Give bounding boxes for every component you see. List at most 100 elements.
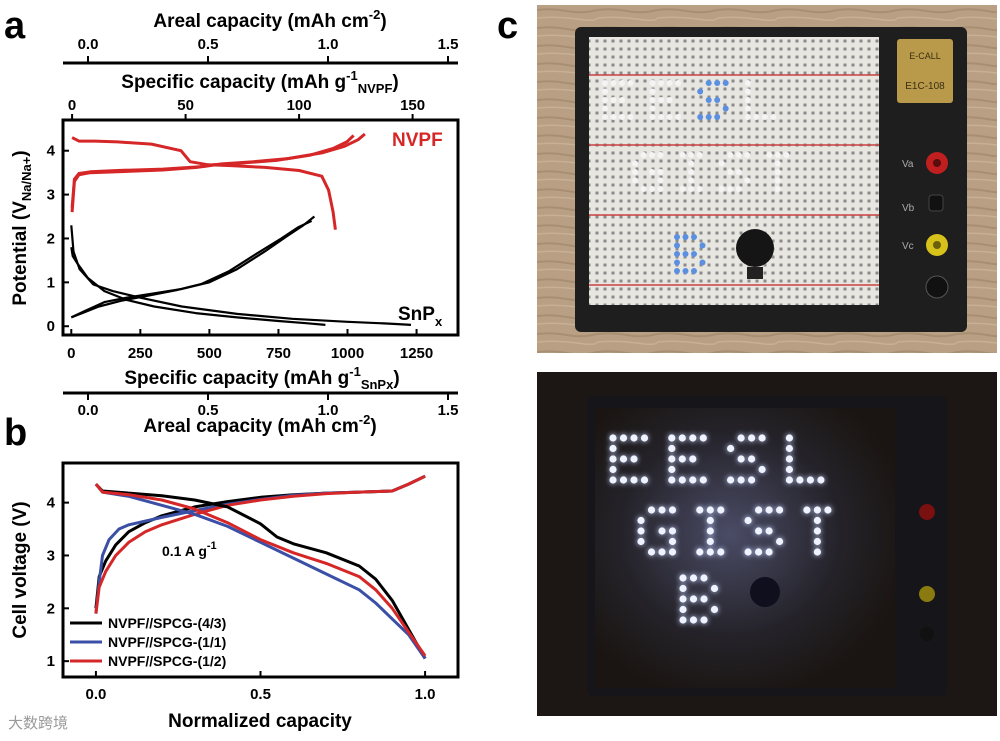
led [649, 169, 655, 175]
led [679, 574, 687, 582]
led-letters-lit [609, 434, 832, 624]
led [748, 434, 756, 442]
led [696, 548, 704, 556]
y-tick-label: 3 [47, 187, 55, 204]
led [609, 476, 617, 484]
led [679, 152, 686, 158]
led [689, 574, 698, 582]
led [630, 476, 638, 484]
panel-a-top-areal-ticks: 0.0 0.5 1.0 1.5 [78, 36, 458, 63]
top-specific-tick-label: 0 [68, 97, 76, 114]
panel-a-ylabel: Potential (VNa/Na+) [10, 150, 34, 305]
led [657, 169, 664, 175]
series-line [94, 483, 427, 657]
led [689, 455, 697, 463]
led [637, 516, 645, 525]
top-specific-tick-label: 150 [400, 97, 425, 114]
led [765, 506, 773, 514]
led [717, 548, 725, 556]
rate-annotation: 0.1 A g-1 [162, 540, 217, 559]
led [813, 537, 821, 546]
led [735, 152, 742, 158]
legend-label: NVPF//SPCG-(4/3) [108, 615, 226, 631]
led [674, 242, 680, 249]
led [688, 160, 695, 167]
panel-b-legend: NVPF//SPCG-(4/3) NVPF//SPCG-(1/1) NVPF//SP… [70, 615, 226, 669]
led [679, 186, 686, 192]
led [785, 455, 793, 463]
led [668, 527, 677, 535]
led [668, 444, 676, 453]
led [785, 444, 793, 453]
led [658, 97, 665, 103]
led [785, 434, 793, 442]
led [668, 548, 677, 556]
led [637, 527, 645, 535]
led [649, 152, 655, 158]
led [619, 476, 628, 484]
led [774, 177, 781, 184]
x-tick-label: 0.5 [250, 686, 271, 703]
led [649, 105, 656, 112]
led [688, 152, 695, 158]
led [774, 169, 781, 175]
led [689, 476, 697, 484]
led [700, 595, 708, 603]
series-line [70, 219, 313, 319]
breadboard-photo-daylight: E-CALL E1C-108 Va Vb Vc [537, 5, 997, 353]
panel-a-plot-frame [61, 118, 460, 337]
nvpf-annotation: NVPF [392, 130, 443, 151]
top-areal-tick-label: 0.0 [78, 36, 99, 53]
led [678, 476, 686, 484]
led [696, 152, 703, 158]
led [696, 186, 703, 192]
terminal-label-vc: Vc [902, 241, 914, 252]
led [699, 242, 706, 249]
led [758, 434, 766, 442]
panel-b-xlabel: Normalized capacity [168, 711, 352, 732]
led [705, 114, 712, 120]
led [658, 527, 666, 535]
led [766, 152, 773, 158]
led [817, 476, 825, 484]
led [744, 548, 752, 556]
led [774, 152, 781, 158]
led [796, 476, 804, 484]
led [714, 80, 721, 86]
bottom-specific-tick-label: 0 [67, 345, 75, 362]
panel-b-y-ticks: 1 2 3 4 [47, 495, 69, 670]
brand-plate [897, 39, 953, 103]
series-line [70, 225, 412, 326]
panel-b-ylabel: Cell voltage (V) [10, 501, 31, 638]
led [776, 506, 784, 514]
series-line [71, 136, 337, 230]
series-line [94, 483, 427, 660]
led [630, 434, 638, 442]
led [737, 434, 745, 442]
led [758, 465, 766, 474]
led [602, 97, 608, 103]
legend-label: NVPF//SPCG-(1/1) [108, 634, 226, 650]
brand-label: E-CALL [909, 51, 941, 61]
led [785, 476, 793, 484]
panel-a-letter: a [4, 5, 26, 47]
led [610, 97, 617, 103]
led [744, 97, 751, 103]
led [706, 548, 714, 556]
led [657, 177, 664, 184]
breadboard-photo-lit [537, 372, 997, 716]
led [813, 548, 821, 556]
led [706, 537, 714, 546]
led [610, 80, 617, 86]
led-letters-daylight [602, 80, 790, 274]
terminal-label-vb: Vb [902, 203, 915, 214]
led [619, 114, 625, 120]
led [666, 97, 673, 103]
led [706, 516, 714, 525]
led [774, 186, 781, 192]
led [668, 434, 676, 442]
led [706, 527, 714, 535]
led [744, 88, 751, 95]
led [619, 455, 628, 463]
